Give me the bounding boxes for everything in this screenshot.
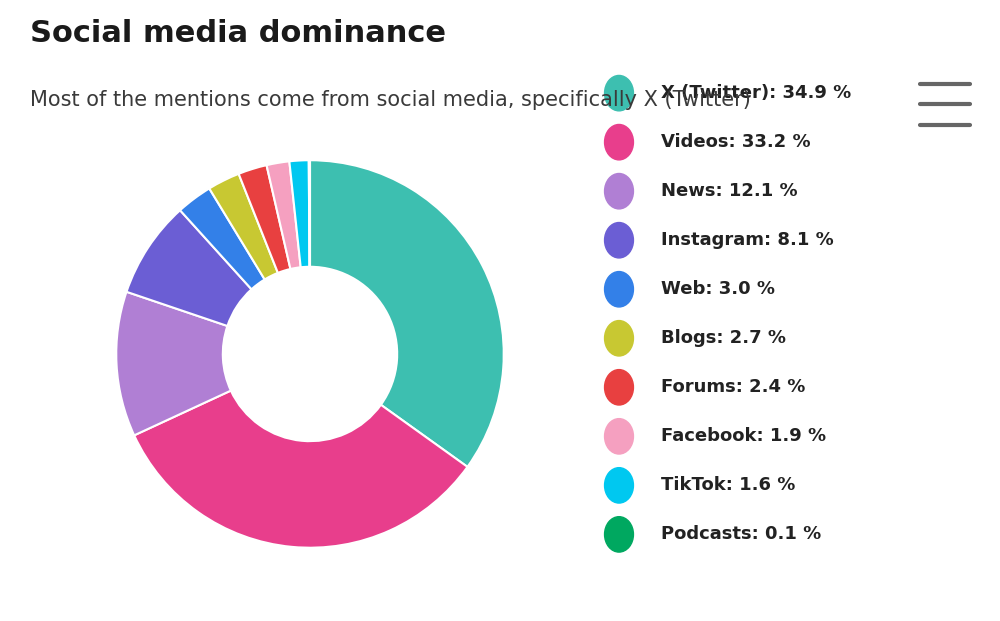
Text: Podcasts: 0.1 %: Podcasts: 0.1 %	[661, 525, 821, 543]
Circle shape	[605, 173, 633, 209]
Text: TikTok: 1.6 %: TikTok: 1.6 %	[661, 476, 795, 494]
Text: Blogs: 2.7 %: Blogs: 2.7 %	[661, 329, 786, 347]
Wedge shape	[310, 160, 504, 467]
Text: Facebook: 1.9 %: Facebook: 1.9 %	[661, 427, 826, 445]
Wedge shape	[267, 161, 301, 269]
Circle shape	[605, 76, 633, 111]
Text: Videos: 33.2 %: Videos: 33.2 %	[661, 133, 810, 151]
Text: Instagram: 8.1 %: Instagram: 8.1 %	[661, 231, 834, 249]
Circle shape	[605, 271, 633, 307]
Text: Forums: 2.4 %: Forums: 2.4 %	[661, 378, 805, 396]
Circle shape	[605, 124, 633, 160]
Text: News: 12.1 %: News: 12.1 %	[661, 182, 797, 200]
Circle shape	[605, 517, 633, 552]
Wedge shape	[126, 211, 252, 326]
Wedge shape	[289, 160, 309, 267]
Circle shape	[605, 320, 633, 356]
Circle shape	[605, 369, 633, 405]
Wedge shape	[116, 292, 231, 435]
Circle shape	[605, 222, 633, 258]
Circle shape	[605, 468, 633, 503]
Wedge shape	[309, 160, 310, 267]
Text: X (Twitter): 34.9 %: X (Twitter): 34.9 %	[661, 84, 851, 102]
Text: Web: 3.0 %: Web: 3.0 %	[661, 280, 775, 298]
Wedge shape	[180, 188, 265, 289]
Text: Social media dominance: Social media dominance	[30, 19, 446, 48]
Circle shape	[605, 419, 633, 454]
Wedge shape	[209, 174, 278, 279]
Wedge shape	[134, 391, 467, 548]
Wedge shape	[239, 165, 290, 273]
Text: Most of the mentions come from social media, specifically X (Twitter): Most of the mentions come from social me…	[30, 90, 751, 110]
